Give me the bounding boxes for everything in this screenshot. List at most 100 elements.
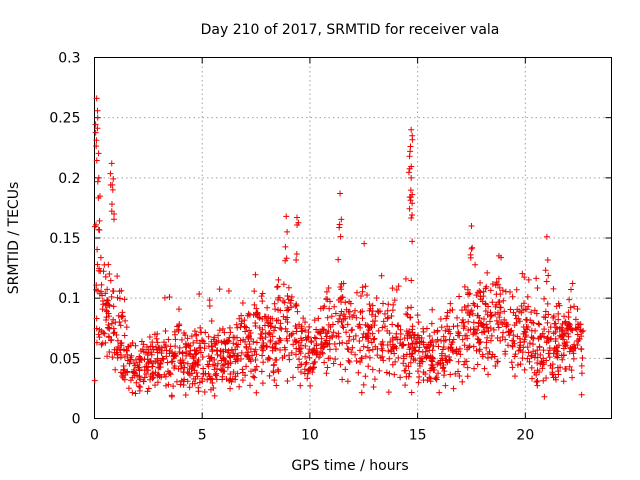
data-point [154,357,161,364]
data-point [137,356,144,363]
data-point [95,194,102,201]
data-point [432,375,439,382]
data-point [118,313,125,320]
data-point [525,276,532,283]
data-point [387,338,394,345]
data-point [385,347,392,354]
data-point [497,309,504,316]
data-point [145,350,152,357]
data-point [96,326,103,333]
data-point [342,299,349,306]
data-point [273,382,280,389]
data-point [409,323,416,330]
data-point [409,191,416,198]
data-point [139,346,146,353]
data-point [190,339,197,346]
data-point [431,366,438,373]
data-point [540,355,547,362]
data-point [486,348,493,355]
data-point [226,324,233,331]
data-point [359,308,366,315]
data-point [578,328,585,335]
data-point [426,332,433,339]
data-point [449,339,456,346]
data-point [475,320,482,327]
data-point [460,325,467,332]
data-point [399,341,406,348]
data-point [250,311,257,318]
data-point [94,107,101,114]
data-point [213,348,220,355]
data-point [362,353,369,360]
data-point [124,343,131,350]
data-point [121,353,128,360]
data-point [344,321,351,328]
data-point [198,337,205,344]
data-point [94,178,101,185]
data-point [534,347,541,354]
data-point [126,360,133,367]
data-point [336,340,343,347]
data-point [424,352,431,359]
data-point [102,339,109,346]
data-point [522,316,529,323]
data-point [429,337,436,344]
data-point [252,319,259,326]
data-point [562,318,569,325]
y-tick-label: 0.1 [58,291,80,307]
data-point [476,339,483,346]
data-point [154,379,161,386]
data-point [206,358,213,365]
data-point [479,353,486,360]
data-point [310,347,317,354]
data-point [455,358,462,365]
data-point [293,328,300,335]
data-point [545,311,552,318]
data-point [537,351,544,358]
data-point [415,368,422,375]
data-point [481,328,488,335]
data-point [391,297,398,304]
data-point [553,303,560,310]
data-point [243,363,250,370]
data-point [563,339,570,346]
data-point [208,318,215,325]
data-point [337,233,344,240]
data-point [553,324,560,331]
data-point [129,389,136,396]
data-point [389,334,396,341]
data-point [216,327,223,334]
data-point [219,376,226,383]
data-point [418,334,425,341]
data-point [572,316,579,323]
data-point [447,300,454,307]
data-point [368,339,375,346]
data-point [211,356,218,363]
data-point [383,369,390,376]
data-point [465,344,472,351]
data-point [207,386,214,393]
data-point [565,309,572,316]
data-point [357,347,364,354]
data-point [163,347,170,354]
data-point [352,351,359,358]
data-point [154,372,161,379]
data-point [200,371,207,378]
data-point [360,381,367,388]
data-point [269,333,276,340]
data-point [386,330,393,337]
data-point [298,337,305,344]
data-point [301,370,308,377]
data-point [456,293,463,300]
data-point [119,373,126,380]
data-point [270,327,277,334]
data-point [161,343,168,350]
data-point [317,330,324,337]
data-point [246,382,253,389]
data-point [169,349,176,356]
data-point [565,324,572,331]
data-point [412,347,419,354]
data-point [314,329,321,336]
data-point [379,324,386,331]
data-point [440,333,447,340]
